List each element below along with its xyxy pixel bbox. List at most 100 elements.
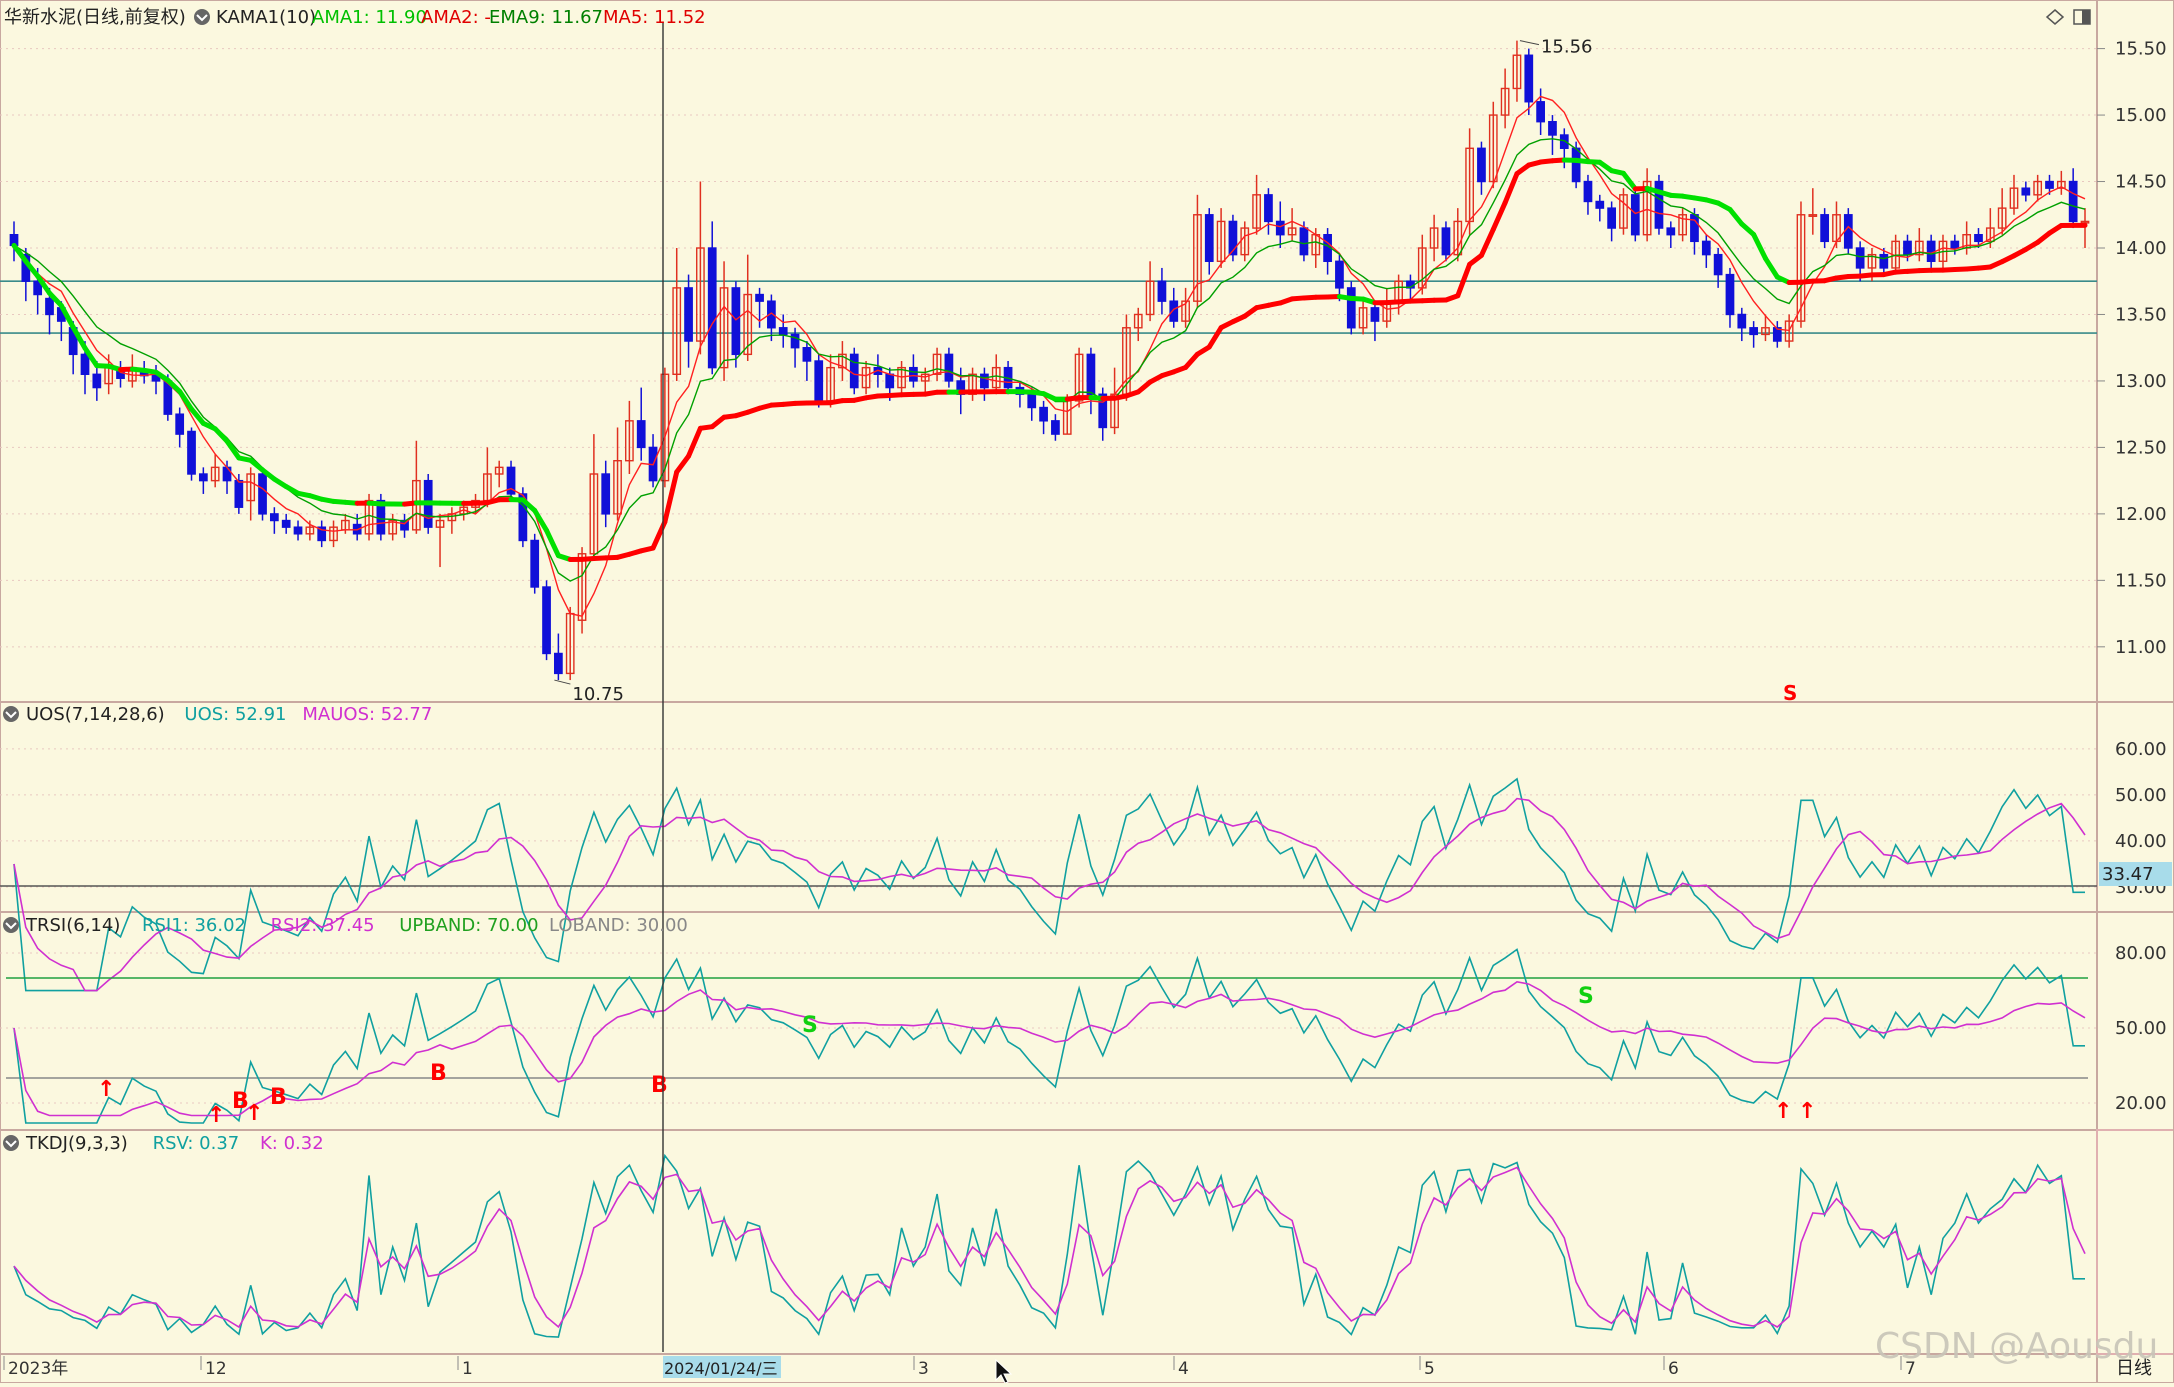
candle	[235, 481, 242, 508]
candle	[815, 361, 822, 401]
candle	[1927, 241, 1934, 261]
candle	[294, 527, 301, 534]
candle	[1750, 328, 1757, 335]
low-price-label: 10.75	[572, 684, 624, 705]
candle	[1277, 221, 1284, 234]
candle	[1300, 228, 1307, 255]
kama-line-segment	[689, 428, 701, 456]
candle	[1655, 182, 1662, 229]
buy-arrow-icon: ↑	[1798, 1099, 1816, 1124]
time-axis-label: 5	[1424, 1359, 1435, 1379]
kama-line-segment	[1505, 174, 1517, 203]
mouse-cursor-icon	[996, 1360, 1011, 1383]
indicator-name: KAMA1(10)	[216, 7, 316, 28]
candle	[756, 295, 763, 302]
price-tick-label: 13.00	[2115, 371, 2167, 392]
kama-line-segment	[1754, 235, 1766, 259]
candle	[780, 328, 787, 335]
price-tick-label: 12.50	[2115, 437, 2167, 458]
candle	[1632, 195, 1639, 235]
rsi2-line	[14, 982, 2085, 1116]
kama-line-segment	[1493, 203, 1505, 230]
price-tick-label: 13.50	[2115, 304, 2167, 325]
candle	[1442, 228, 1449, 255]
price-tick-label: 15.00	[2115, 105, 2167, 126]
uos-pane[interactable]	[0, 779, 2097, 991]
grid-lines	[0, 49, 2097, 1103]
candle	[543, 587, 550, 653]
candle	[1170, 301, 1177, 321]
ama1-value: AMA1: 11.90	[312, 7, 427, 28]
candle	[1880, 255, 1887, 268]
loband-value: LOBAND: 30.00	[549, 915, 688, 936]
low-pointer	[554, 680, 570, 684]
kama-line-segment	[1209, 328, 1221, 347]
kama-line-segment	[215, 429, 227, 441]
rsv-value: RSV: 0.37	[153, 1133, 240, 1154]
candle	[803, 348, 810, 361]
trsi-name: TRSI(6,14)	[25, 915, 120, 936]
candle	[732, 288, 739, 354]
k-value: K: 0.32	[260, 1133, 324, 1154]
candle	[1040, 408, 1047, 421]
candle	[2069, 182, 2076, 222]
candle	[46, 299, 53, 315]
tkdj-pane[interactable]	[14, 1156, 2085, 1337]
candle	[1525, 55, 1532, 102]
time-axis-label: 6	[1668, 1359, 1679, 1379]
ema9-value: EMA9: 11.67	[489, 7, 603, 28]
trsi-tick-label: 80.00	[2115, 943, 2167, 964]
ama2-value: AMA2: -	[421, 7, 491, 28]
mauos-line	[14, 799, 2085, 991]
candle	[1608, 208, 1615, 228]
time-axis-label: 4	[1178, 1359, 1189, 1379]
candle	[1549, 122, 1556, 135]
candle	[259, 474, 266, 514]
trsi-tick-label: 20.00	[2115, 1093, 2167, 1114]
kama-line-segment	[1186, 354, 1198, 367]
upband-value: UPBAND: 70.00	[399, 915, 538, 936]
candle	[1667, 228, 1674, 235]
candle	[1951, 241, 1958, 248]
uos-cursor-value: 33.47	[2102, 864, 2154, 885]
candle	[981, 374, 988, 387]
time-axis-label: 3	[918, 1359, 929, 1379]
candle	[1596, 201, 1603, 208]
candle	[555, 653, 562, 673]
sell-signal-label: S	[802, 1013, 818, 1038]
candle	[200, 474, 207, 481]
price-tick-label: 14.00	[2115, 238, 2167, 259]
rsv-line	[14, 1156, 2085, 1337]
buy-signal-label: B	[270, 1085, 287, 1110]
high-price-label: 15.56	[1541, 37, 1593, 58]
candle	[1371, 308, 1378, 321]
collapse-toggle-icon	[3, 917, 19, 933]
rsi2-value: RSI2: 37.45	[271, 915, 375, 936]
candle	[709, 248, 716, 368]
uos-tick-label: 60.00	[2115, 739, 2167, 760]
candle	[1537, 102, 1544, 122]
collapse-toggle-icon	[3, 1135, 19, 1151]
kama-line-segment	[1765, 258, 1777, 277]
candle	[1348, 288, 1355, 328]
uos-tick-label: 40.00	[2115, 831, 2167, 852]
candle	[1052, 421, 1059, 434]
ma5-value: MA5: 11.52	[603, 7, 706, 28]
rsi1-value: RSI1: 36.02	[142, 915, 246, 936]
candle	[93, 374, 100, 387]
candle	[1714, 255, 1721, 275]
candle	[1821, 215, 1828, 242]
time-axis-label: 12	[205, 1359, 227, 1379]
buy-arrow-icon: ↑	[207, 1103, 225, 1128]
window-toggle-half	[2082, 10, 2090, 24]
candle	[176, 414, 183, 434]
watermark: CSDN @Aousdu	[1875, 1326, 2158, 1367]
candle	[1158, 281, 1165, 301]
uos-tick-label: 50.00	[2115, 785, 2167, 806]
